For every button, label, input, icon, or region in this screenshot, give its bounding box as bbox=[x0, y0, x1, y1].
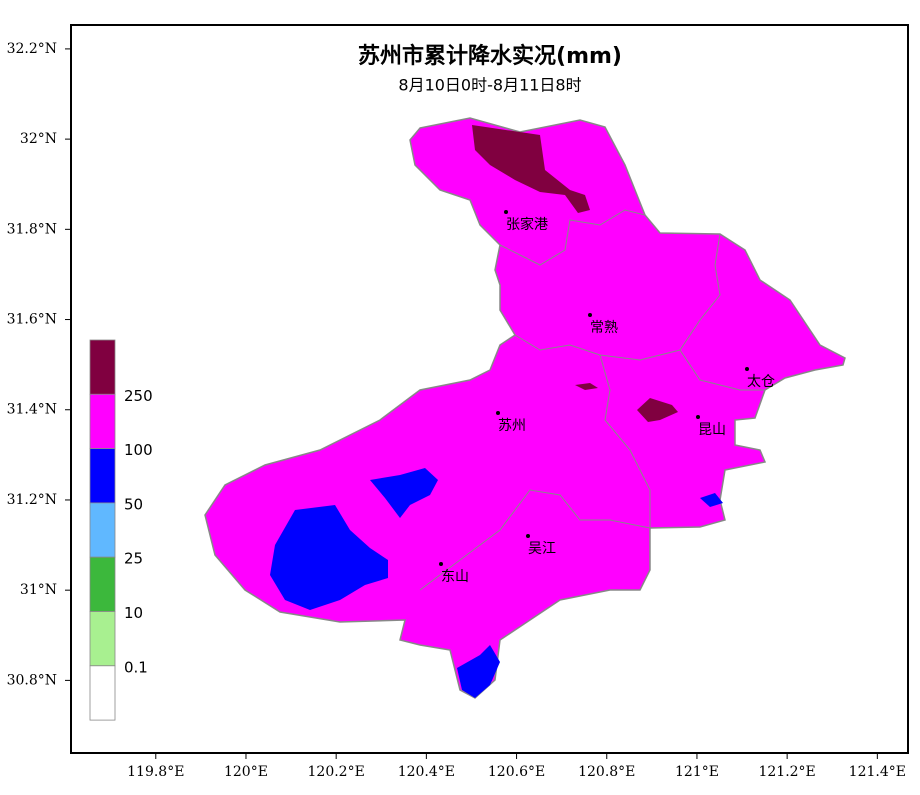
x-tick-label: 120.4°E bbox=[398, 764, 455, 780]
y-tick-label: 31.8°N bbox=[7, 221, 57, 237]
city-label: 太仓 bbox=[747, 374, 775, 390]
city-label: 东山 bbox=[441, 569, 469, 585]
city-label: 苏州 bbox=[498, 418, 526, 434]
x-tick-label: 121.4°E bbox=[849, 764, 906, 780]
rain-area bbox=[472, 125, 590, 213]
y-tick-label: 32.2°N bbox=[7, 41, 57, 57]
legend-label: 250 bbox=[124, 387, 153, 405]
subtitle: 8月10日0时-8月11日8时 bbox=[398, 76, 581, 95]
district-borders bbox=[419, 209, 765, 591]
rain-area bbox=[575, 383, 598, 390]
border bbox=[514, 233, 721, 361]
legend-swatch bbox=[89, 611, 116, 667]
title: 苏州市累计降水实况(mm) bbox=[358, 43, 622, 69]
y-tick-label: 32°N bbox=[20, 131, 57, 147]
legend-label: 25 bbox=[124, 550, 143, 568]
border bbox=[499, 209, 646, 266]
x-tick-label: 120.8°E bbox=[578, 764, 635, 780]
border bbox=[679, 349, 765, 391]
city-label: 昆山 bbox=[698, 422, 726, 438]
x-tick-label: 120°E bbox=[224, 764, 268, 780]
rain-area bbox=[457, 645, 500, 698]
y-tick-label: 31.6°N bbox=[7, 312, 57, 328]
legend-label: 100 bbox=[124, 441, 153, 459]
y-tick-label: 30.8°N bbox=[7, 672, 57, 688]
city-dot bbox=[496, 411, 500, 415]
city-label: 吴江 bbox=[528, 541, 556, 557]
x-tick-label: 119.8°E bbox=[127, 764, 184, 780]
city-dot bbox=[588, 313, 592, 317]
legend-label: 10 bbox=[124, 604, 143, 622]
legend-swatch bbox=[89, 502, 116, 558]
border bbox=[419, 489, 651, 591]
legend-label: 0.1 bbox=[124, 658, 148, 676]
legend-swatch bbox=[89, 339, 116, 395]
border bbox=[599, 354, 651, 528]
city-dot bbox=[745, 367, 749, 371]
city-dot bbox=[696, 415, 700, 419]
city-label: 张家港 bbox=[506, 216, 548, 233]
city-label: 常熟 bbox=[590, 320, 618, 336]
rain-area bbox=[370, 468, 438, 518]
rain-area bbox=[700, 493, 723, 507]
rain-area bbox=[270, 505, 388, 610]
city-dot bbox=[439, 562, 443, 566]
legend-swatch bbox=[89, 393, 116, 449]
legend-swatch bbox=[89, 448, 116, 504]
legend-label: 50 bbox=[124, 495, 143, 513]
y-tick-label: 31.4°N bbox=[7, 402, 57, 418]
y-tick-label: 31°N bbox=[20, 582, 57, 598]
city-dot bbox=[504, 210, 508, 214]
rain-area bbox=[637, 398, 678, 422]
x-tick-label: 121.2°E bbox=[758, 764, 815, 780]
x-tick-label: 120.2°E bbox=[308, 764, 365, 780]
legend-swatch bbox=[89, 556, 116, 612]
x-tick-label: 121°E bbox=[675, 764, 719, 780]
city-dot bbox=[526, 534, 530, 538]
legend-swatch bbox=[89, 665, 116, 721]
rain-areas bbox=[270, 125, 723, 698]
x-tick-label: 120.6°E bbox=[488, 764, 545, 780]
y-tick-label: 31.2°N bbox=[7, 492, 57, 508]
